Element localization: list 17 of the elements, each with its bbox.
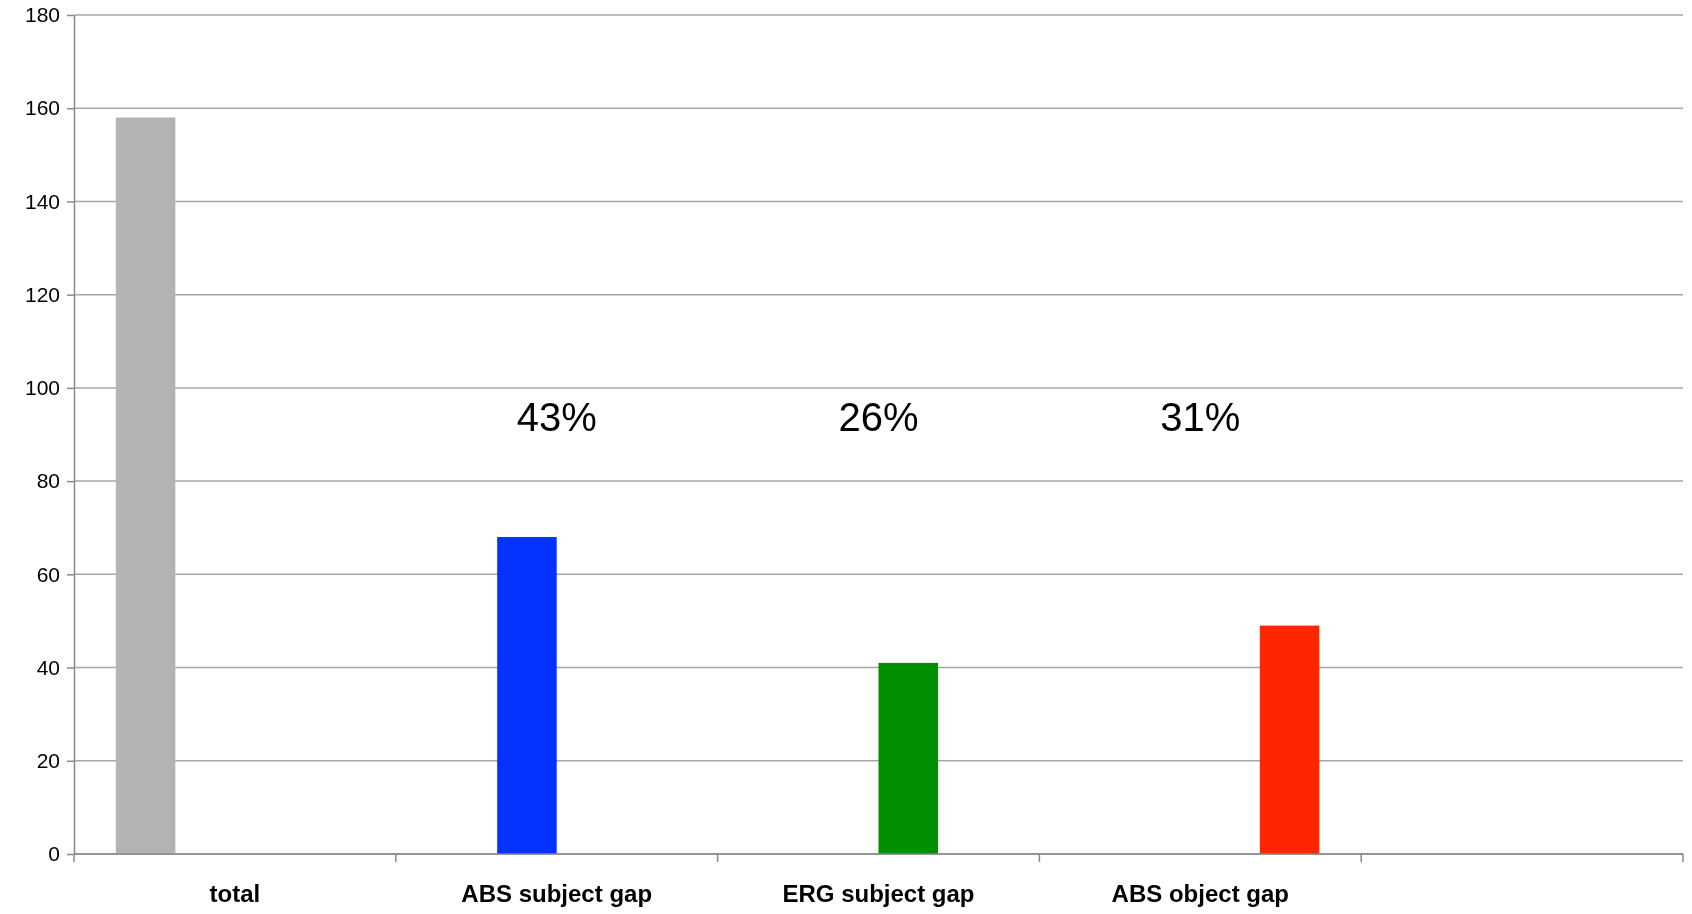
x-tick-label: ERG subject gap [782, 880, 975, 907]
y-tick-label: 140 [24, 189, 60, 213]
y-tick-label: 0 [48, 842, 60, 866]
annotation: 43% [516, 394, 597, 439]
annotation: 31% [1160, 394, 1241, 439]
y-tick-label: 80 [36, 469, 60, 493]
annotation: 26% [838, 394, 919, 439]
x-tick-label: total [209, 880, 261, 907]
y-tick-label: 40 [36, 655, 60, 679]
y-tick-label: 100 [24, 376, 60, 400]
y-tick-label: 120 [24, 282, 60, 306]
y-tick-label: 160 [24, 96, 60, 120]
x-tick-label: ABS object gap [1111, 880, 1289, 907]
y-tick-label: 180 [24, 3, 60, 27]
x-tick-label: ABS subject gap [461, 880, 653, 907]
y-tick-label: 20 [36, 749, 60, 772]
y-tick-label: 60 [36, 562, 60, 586]
